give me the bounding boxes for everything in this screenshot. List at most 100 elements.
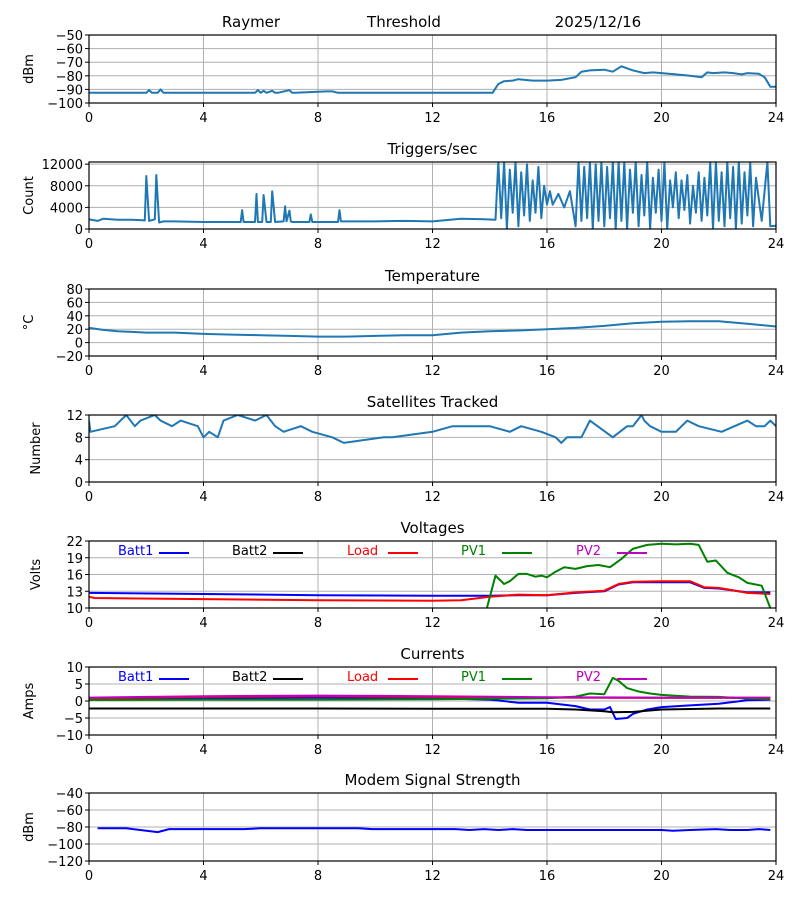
series-group bbox=[89, 65, 776, 94]
y-tick-label: −50 bbox=[56, 29, 83, 44]
x-tick-label: 20 bbox=[653, 237, 670, 252]
x-tick-label: 0 bbox=[85, 364, 93, 379]
y-tick-label: −80 bbox=[56, 70, 83, 85]
series-group bbox=[89, 542, 772, 608]
y-tick-label: −90 bbox=[56, 83, 83, 98]
x-tick-label: 12 bbox=[424, 616, 441, 631]
y-tick-label: 12000 bbox=[42, 158, 83, 173]
legend-label-load: Load bbox=[347, 544, 378, 559]
series-line-temperature bbox=[89, 320, 776, 338]
x-tick-label: 16 bbox=[539, 743, 556, 758]
y-tick-label: 0 bbox=[75, 337, 83, 352]
y-tick-label: 4000 bbox=[50, 201, 83, 216]
y-tick-label: 40 bbox=[66, 310, 83, 325]
x-tick-label: 12 bbox=[424, 490, 441, 505]
legend-label-batt1: Batt1 bbox=[118, 544, 153, 559]
x-tick-label: 0 bbox=[85, 743, 93, 758]
y-axis-label: Number bbox=[29, 422, 44, 475]
figure-header: Raymer Threshold 2025/12/16 bbox=[222, 13, 641, 31]
y-tick-label: 10 bbox=[66, 661, 83, 676]
y-tick-label: −60 bbox=[56, 804, 83, 819]
series-line-modem bbox=[97, 827, 771, 834]
y-tick-label: −20 bbox=[56, 350, 83, 365]
y-tick-label: 8000 bbox=[50, 180, 83, 195]
legend-label-pv2: PV2 bbox=[576, 670, 601, 685]
x-tick-label: 0 bbox=[85, 490, 93, 505]
x-tick-label: 24 bbox=[768, 490, 785, 505]
y-axis-label: °C bbox=[22, 315, 37, 331]
series-group bbox=[89, 415, 776, 444]
x-tick-label: 20 bbox=[653, 743, 670, 758]
x-tick-label: 24 bbox=[768, 616, 785, 631]
y-tick-label: −70 bbox=[56, 56, 83, 71]
series-line-triggers bbox=[89, 162, 776, 229]
series-line-load bbox=[89, 580, 771, 602]
header-station: Raymer bbox=[222, 13, 281, 31]
x-tick-label: 4 bbox=[199, 616, 207, 631]
x-tick-label: 20 bbox=[653, 364, 670, 379]
y-tick-label: 20 bbox=[66, 323, 83, 338]
x-tick-label: 8 bbox=[314, 490, 322, 505]
legend-label-pv2: PV2 bbox=[576, 544, 601, 559]
chart-triggers: 0 4 8 12 16 20 24 0 4000 8000 12000 Count Triggers/s… bbox=[22, 140, 784, 252]
x-tick-label: 0 bbox=[85, 616, 93, 631]
x-tick-label: 12 bbox=[424, 869, 441, 884]
y-tick-label: 13 bbox=[66, 585, 83, 600]
x-tick-label: 12 bbox=[424, 111, 441, 126]
series-line-threshold bbox=[89, 65, 776, 94]
y-tick-label: −40 bbox=[56, 787, 83, 802]
x-tick-label: 20 bbox=[653, 111, 670, 126]
x-tick-label: 8 bbox=[314, 869, 322, 884]
series-line-pv2 bbox=[89, 694, 771, 699]
chart-modem: 0 4 8 12 16 20 24 −40 −60 −80 −100 −120 dBm Modem Sig… bbox=[22, 771, 784, 884]
chart-title: Voltages bbox=[400, 519, 464, 537]
y-tick-label: −120 bbox=[47, 855, 83, 870]
series-group bbox=[97, 827, 771, 834]
y-tick-label: 19 bbox=[66, 552, 83, 567]
series-group bbox=[89, 320, 776, 338]
chart-satellites: 0 4 8 12 16 20 24 0 4 8 12 Number Satellites Tracked bbox=[29, 393, 784, 505]
x-tick-label: 24 bbox=[768, 743, 785, 758]
chart-title: Satellites Tracked bbox=[367, 393, 498, 411]
y-tick-label: 80 bbox=[66, 283, 83, 298]
x-tick-label: 0 bbox=[85, 869, 93, 884]
x-tick-label: 16 bbox=[539, 237, 556, 252]
y-tick-label: 12 bbox=[66, 409, 83, 424]
legend-label-load: Load bbox=[347, 670, 378, 685]
x-tick-label: 4 bbox=[199, 743, 207, 758]
y-tick-label: −10 bbox=[56, 729, 83, 744]
x-tick-label: 0 bbox=[85, 111, 93, 126]
x-tick-label: 20 bbox=[653, 616, 670, 631]
x-tick-label: 0 bbox=[85, 237, 93, 252]
x-tick-label: 16 bbox=[539, 111, 556, 126]
y-axis-label: dBm bbox=[22, 54, 37, 84]
chart-title: Temperature bbox=[384, 267, 480, 285]
y-tick-label: −5 bbox=[64, 712, 83, 727]
y-tick-label: 4 bbox=[75, 454, 83, 469]
x-tick-label: 8 bbox=[314, 364, 322, 379]
grid bbox=[88, 666, 777, 736]
y-tick-label: 8 bbox=[75, 431, 83, 446]
x-tick-label: 16 bbox=[539, 490, 556, 505]
legend-label-batt1: Batt1 bbox=[118, 670, 153, 685]
y-tick-label: −100 bbox=[47, 838, 83, 853]
y-axis-label: Count bbox=[22, 176, 37, 215]
series-line-satellites bbox=[89, 415, 776, 444]
x-tick-label: 8 bbox=[314, 237, 322, 252]
x-tick-label: 16 bbox=[539, 364, 556, 379]
chart-threshold: 0 4 8 12 16 20 24 −50−60−70−80−90−100 dBm bbox=[22, 29, 784, 126]
header-date: 2025/12/16 bbox=[555, 13, 641, 31]
chart-title: Currents bbox=[400, 645, 464, 663]
y-tick-label: −60 bbox=[56, 43, 83, 58]
x-tick-label: 12 bbox=[424, 364, 441, 379]
x-tick-label: 4 bbox=[199, 237, 207, 252]
x-tick-label: 12 bbox=[424, 743, 441, 758]
series-group bbox=[89, 676, 771, 720]
y-tick-label: −100 bbox=[47, 97, 83, 112]
y-axis-label: Volts bbox=[29, 559, 44, 591]
x-tick-label: 12 bbox=[424, 237, 441, 252]
y-tick-label: 22 bbox=[66, 535, 83, 550]
